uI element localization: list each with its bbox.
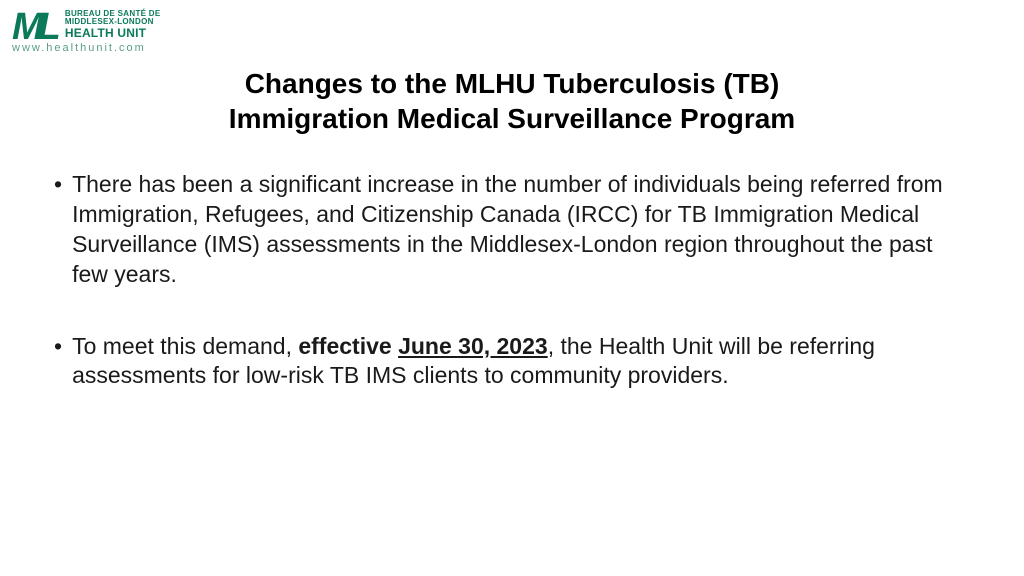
bullet-item: • There has been a significant increase … [54, 170, 970, 290]
logo-text-block: BUREAU DE SANTÉ DE MIDDLESEX-LONDON HEAL… [65, 8, 161, 39]
logo-letter-l: L [38, 8, 59, 46]
bullet-marker: • [54, 332, 62, 362]
bullet-item: • To meet this demand, effective June 30… [54, 332, 970, 392]
bullet-bold-prefix: effective [298, 333, 398, 359]
logo: M L BUREAU DE SANTÉ DE MIDDLESEX-LONDON … [12, 8, 161, 46]
page-title: Changes to the MLHU Tuberculosis (TB) Im… [0, 66, 1024, 136]
bullet-prefix: To meet this demand, [72, 333, 298, 359]
bullet-text: To meet this demand, effective June 30, … [72, 332, 970, 392]
logo-line-3: HEALTH UNIT [65, 27, 161, 40]
bullet-text: There has been a significant increase in… [72, 170, 970, 290]
title-line-2: Immigration Medical Surveillance Program [229, 103, 795, 134]
logo-url: www.healthunit.com [12, 42, 146, 54]
bullet-list: • There has been a significant increase … [54, 170, 970, 433]
bullet-date: June 30, 2023 [398, 333, 548, 359]
bullet-marker: • [54, 170, 62, 200]
title-line-1: Changes to the MLHU Tuberculosis (TB) [245, 68, 780, 99]
logo-mark: M L [12, 8, 59, 46]
